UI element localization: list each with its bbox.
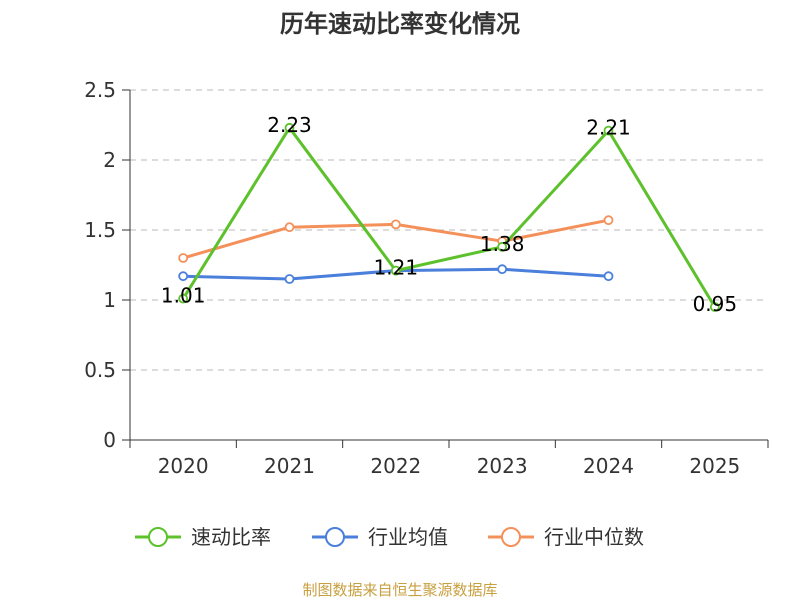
legend-item[interactable]: 行业均值 (312, 525, 448, 549)
legend-swatch-marker (325, 527, 345, 547)
legend-label: 速动比率 (191, 525, 271, 549)
data-point (178, 271, 189, 282)
data-point (603, 271, 614, 282)
legend-label: 行业均值 (368, 525, 448, 549)
x-tick-label: 2023 (477, 454, 528, 478)
y-tick-label: 0.5 (84, 358, 116, 382)
data-point (709, 302, 720, 312)
y-tick-label: 2.5 (84, 78, 116, 102)
data-point (497, 264, 508, 275)
legend-item[interactable]: 速动比率 (135, 525, 271, 549)
chart-title: 历年速动比率变化情况 (280, 10, 520, 38)
source-note: 制图数据来自恒生聚源数据库 (302, 581, 497, 599)
series-layer: 1.01 2.23 1.21 1.38 2.21 0.95 (161, 113, 737, 316)
data-point (497, 241, 508, 252)
data-point (178, 293, 189, 304)
data-label: 1.38 (480, 232, 525, 256)
x-tick-label: 2025 (689, 454, 740, 478)
legend-swatch-marker (501, 527, 521, 547)
data-label: 2.21 (586, 116, 631, 140)
legend-label: 行业中位数 (544, 525, 644, 549)
y-tick-label: 0 (103, 428, 116, 452)
data-point (603, 125, 614, 136)
data-label: 1.21 (374, 256, 419, 280)
data-label: 0.95 (693, 292, 738, 316)
series-line-0 (181, 126, 717, 308)
y-tick-label: 1 (103, 288, 116, 312)
x-tick-label: 2024 (583, 454, 634, 478)
y-tick-label: 1.5 (84, 218, 116, 242)
legend-swatch-marker (148, 527, 168, 547)
data-point (284, 122, 295, 133)
data-point (390, 219, 401, 230)
data-point (284, 222, 295, 233)
x-tick-label: 2022 (370, 454, 421, 478)
data-label: 2.23 (267, 113, 312, 137)
data-point (390, 265, 401, 276)
data-point (603, 215, 614, 226)
x-tick-label: 2020 (158, 454, 209, 478)
legend-item[interactable]: 行业中位数 (488, 525, 644, 549)
gridlines (130, 89, 768, 371)
legend: 速动比率 行业均值 行业中位数 (135, 525, 644, 549)
data-point (178, 253, 189, 263)
y-tick-label: 2 (103, 148, 116, 172)
data-label: 1.01 (161, 284, 206, 308)
data-point (284, 274, 295, 284)
axes: 0 0.5 1 1.5 2 2.5 2020 2021 2022 2023 2024 2025 (84, 78, 769, 478)
x-tick-label: 2021 (264, 454, 315, 478)
